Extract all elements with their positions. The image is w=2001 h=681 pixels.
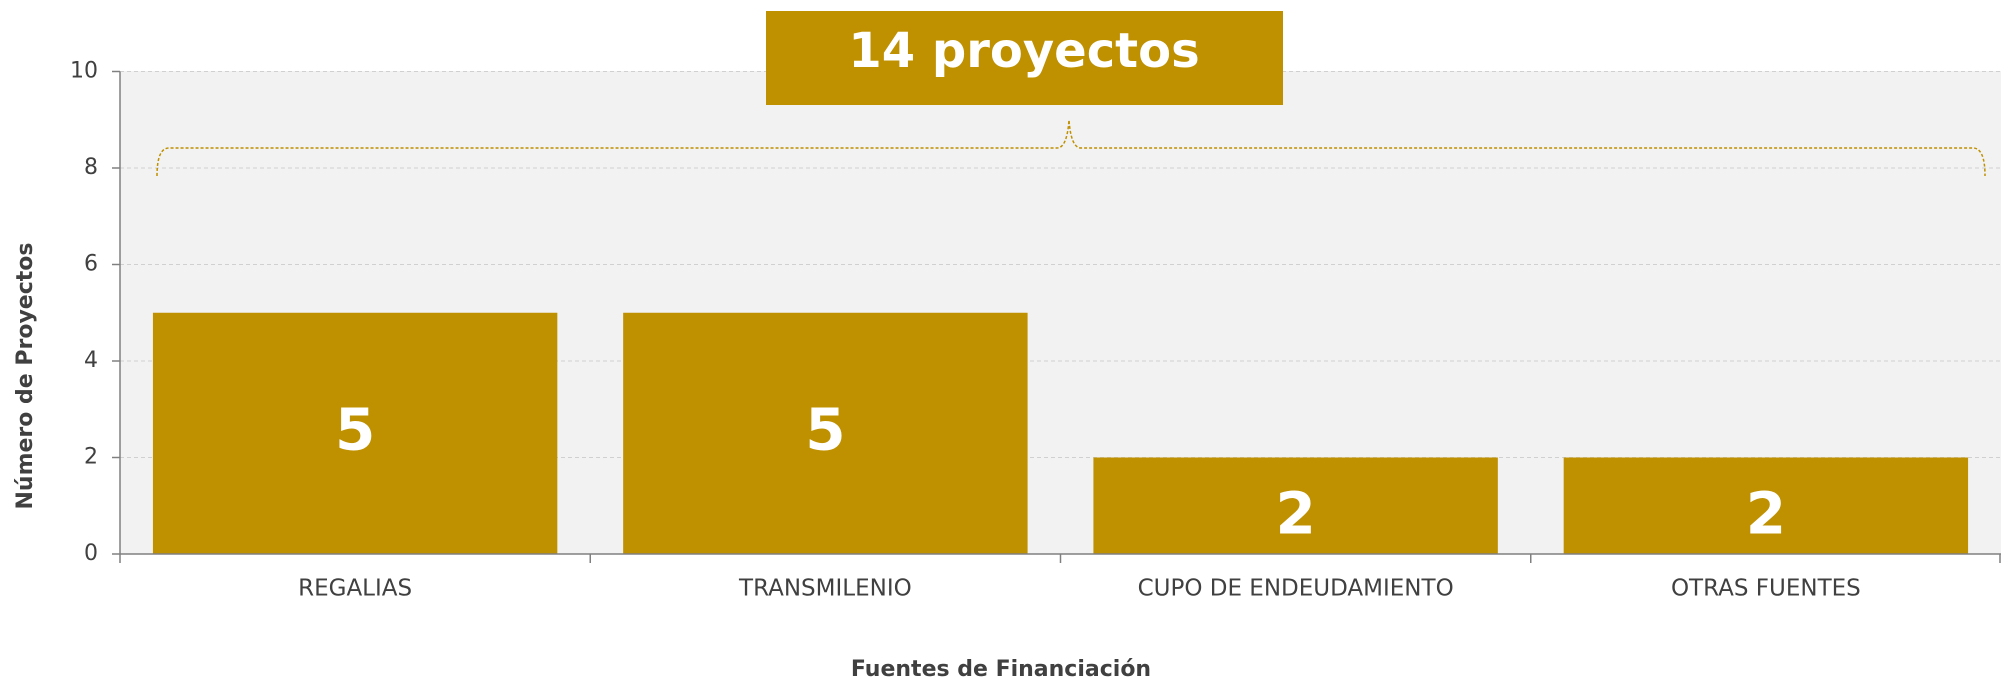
brace [156,119,1986,177]
x-tick-label: OTRAS FUENTES [1671,576,1861,602]
y-axis-label: Número de Proyectos [13,243,38,510]
bar [623,312,1028,554]
x-axis-label: Fuentes de Financiación [851,657,1151,681]
y-tick-label: 0 [84,541,98,566]
data-label: 2 [1746,479,1786,547]
annotation: 14 proyectos [848,23,1199,79]
bar [1093,457,1498,554]
bar [1563,457,1969,554]
data-label: 2 [1275,479,1315,547]
y-tick-label: 10 [70,59,98,84]
bar [152,312,558,554]
data-label: 5 [805,395,845,463]
data-label: 5 [335,395,375,463]
y-tick-label: 8 [84,155,98,180]
y-tick-label: 6 [84,252,98,277]
x-tick-label: CUPO DE ENDEUDAMIENTO [1138,576,1454,602]
annotation-box [766,11,1283,105]
x-tick-label: REGALIAS [298,576,412,602]
x-tick-label: TRANSMILENIO [738,576,912,602]
y-tick-label: 2 [84,445,98,470]
y-tick-label: 4 [84,348,98,373]
